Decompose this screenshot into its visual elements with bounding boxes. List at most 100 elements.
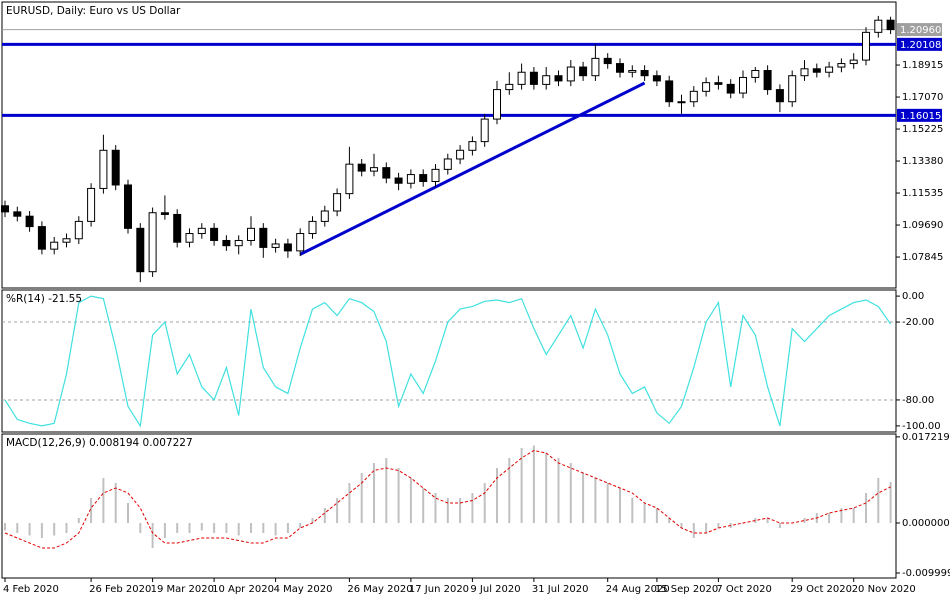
macd-bar xyxy=(545,453,548,523)
candle-body xyxy=(554,75,563,82)
candle-body xyxy=(517,71,526,85)
candle-body xyxy=(443,158,452,170)
macd-bar xyxy=(151,523,154,548)
macd-bar xyxy=(705,523,708,533)
macd-bar xyxy=(336,498,339,523)
candle-body xyxy=(542,75,551,85)
macd-bar xyxy=(532,445,535,523)
x-tick-label: 31 Jul 2020 xyxy=(532,584,589,595)
price-level-label: 1.20960 xyxy=(900,25,941,36)
macd-bar xyxy=(16,523,19,533)
macd-bar xyxy=(102,478,105,523)
candle-body xyxy=(247,227,255,241)
candle-body xyxy=(825,66,834,73)
macd-bar xyxy=(778,523,781,528)
macd-bar xyxy=(40,523,43,538)
macd-bar xyxy=(237,523,240,536)
candle-body xyxy=(616,63,624,73)
candle-body xyxy=(382,167,391,179)
macd-bar xyxy=(594,478,597,523)
macd-bar xyxy=(483,483,486,523)
candle-body xyxy=(320,210,329,222)
candle-body xyxy=(1,205,9,213)
macd-bar xyxy=(409,478,412,523)
price-level-box xyxy=(897,108,942,122)
price-level-box xyxy=(897,37,942,51)
x-tick-label: 19 Mar 2020 xyxy=(151,584,214,595)
macd-bar xyxy=(446,498,449,523)
candle-body xyxy=(677,101,686,104)
macd-bar xyxy=(668,518,671,523)
candle-body xyxy=(456,149,465,160)
candle-body xyxy=(394,177,403,184)
x-tick-label: 24 Aug 2020 xyxy=(606,584,670,595)
candle-body xyxy=(468,141,477,151)
macd-bar xyxy=(262,523,265,533)
macd-bar xyxy=(631,498,634,523)
macd-bar xyxy=(520,448,523,523)
y-tick-label: -20.00 xyxy=(902,317,934,328)
candle-body xyxy=(87,187,96,222)
x-tick-label: 15 Sep 2020 xyxy=(655,584,718,595)
macd-bar xyxy=(28,523,31,536)
x-tick-label: 4 Feb 2020 xyxy=(3,584,59,595)
macd-bar xyxy=(434,493,437,523)
macd-bar xyxy=(840,508,843,523)
candle-body xyxy=(357,163,366,172)
candle-body xyxy=(431,168,440,183)
macd-bar xyxy=(508,458,511,523)
macd-bar xyxy=(397,468,400,523)
macd-bar xyxy=(188,523,191,533)
candle-body xyxy=(370,167,378,172)
candle-body xyxy=(812,68,821,73)
candle-body xyxy=(111,149,120,186)
indicator-line xyxy=(4,295,892,428)
macd-bar xyxy=(582,473,585,523)
candle-body xyxy=(345,163,354,195)
candle-body xyxy=(862,31,870,61)
macd-bar xyxy=(655,508,658,523)
candle-body xyxy=(99,149,108,189)
macd-bar xyxy=(803,518,806,523)
y-tick-label: 1.07845 xyxy=(902,252,943,263)
macd-bar xyxy=(459,498,462,523)
candle-body xyxy=(419,174,428,183)
panel-frame xyxy=(1,433,897,579)
macd-bar xyxy=(225,523,228,533)
macd-bar xyxy=(127,503,129,523)
macd-bar xyxy=(471,493,474,523)
macd-bar xyxy=(163,523,166,538)
candle-body xyxy=(763,70,772,91)
macd-bar xyxy=(865,493,867,523)
macd-bar xyxy=(643,503,646,523)
macd-bar xyxy=(852,508,855,523)
candle-body xyxy=(628,70,637,73)
candle-body xyxy=(136,227,145,273)
macd-bar xyxy=(348,483,351,523)
candle-body xyxy=(529,71,538,85)
candle-body xyxy=(493,89,501,120)
candle-body xyxy=(234,239,243,247)
candle-body xyxy=(308,220,317,235)
candle-body xyxy=(751,70,760,78)
x-tick-label: 10 Apr 2020 xyxy=(212,584,274,595)
macd-bar xyxy=(139,523,142,533)
candle-body xyxy=(886,19,895,31)
x-tick-label: 4 May 2020 xyxy=(274,584,333,595)
y-tick-label: 0.017219 xyxy=(902,432,950,443)
x-tick-label: 17 Jun 2020 xyxy=(409,584,469,595)
candle-body xyxy=(591,57,600,77)
y-tick-label: -0.009999 xyxy=(902,568,950,579)
macd-bar xyxy=(77,518,80,523)
macd-bar xyxy=(385,458,388,523)
candle-body xyxy=(62,238,71,243)
candle-body xyxy=(13,211,22,217)
macd-bar xyxy=(299,523,302,528)
macd-bar xyxy=(889,482,892,523)
x-tick-label: 9 Jul 2020 xyxy=(470,584,520,595)
candle-body xyxy=(210,227,219,241)
candle-body xyxy=(726,83,735,94)
candle-body xyxy=(259,227,268,248)
